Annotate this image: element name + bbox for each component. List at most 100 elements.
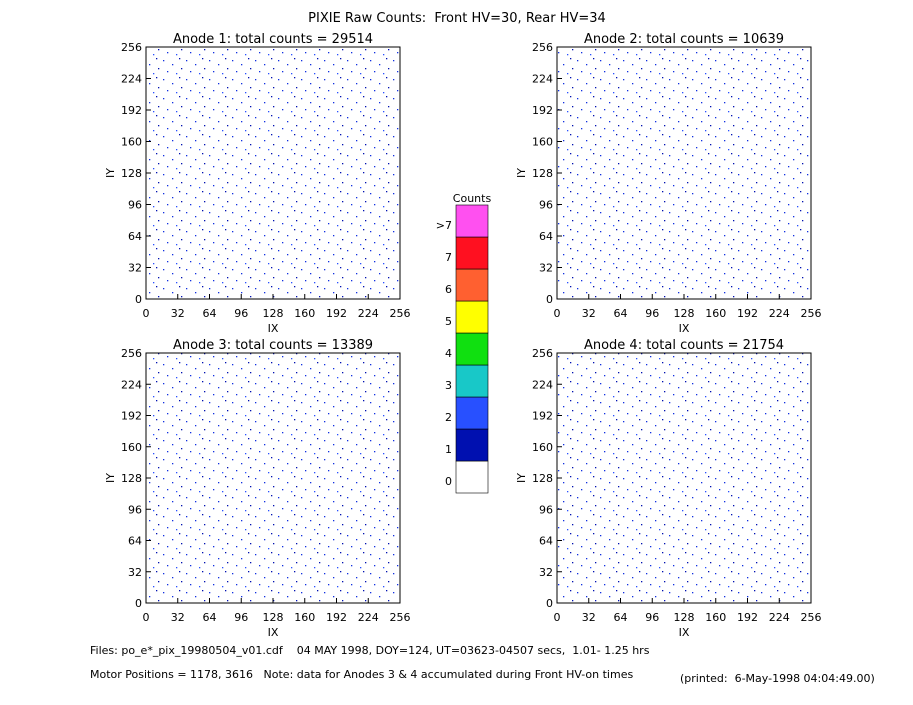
y-tick-label: 128 [121,167,142,180]
x-tick-label: 160 [705,611,726,624]
x-tick-label: 64 [203,307,217,320]
plot-texture [557,47,811,299]
y-tick-label: 64 [539,535,553,548]
y-tick-label: 160 [532,441,553,454]
panel-title: Anode 4: total counts = 21754 [584,338,784,353]
x-tick-label: 160 [294,307,315,320]
x-axis-label: IX [268,626,279,639]
colorbar-label: 7 [445,251,452,264]
x-tick-label: 32 [582,307,596,320]
colorbar-cell [455,396,489,430]
colorbar-cell [455,332,489,366]
y-tick-label: 96 [539,199,553,212]
y-tick-label: 160 [532,136,553,149]
y-tick-label: 256 [532,41,553,54]
x-tick-label: 256 [801,611,822,624]
x-tick-label: 256 [801,307,822,320]
x-axis-label: IX [679,626,690,639]
x-tick-label: 96 [645,611,659,624]
y-tick-label: 224 [532,378,553,391]
y-axis-label: IY [515,473,528,483]
y-tick-label: 32 [539,566,553,579]
x-tick-label: 160 [294,611,315,624]
panel-title: Anode 3: total counts = 13389 [173,338,373,353]
y-tick-label: 192 [532,410,553,423]
colorbar-cell [455,268,489,302]
x-tick-label: 64 [203,611,217,624]
y-tick-label: 128 [121,472,142,485]
y-tick-label: 192 [121,104,142,117]
x-tick-label: 32 [171,307,185,320]
y-tick-label: 160 [121,441,142,454]
plot-texture [146,47,400,299]
y-tick-label: 96 [128,199,142,212]
y-tick-label: 0 [135,293,142,306]
y-tick-label: 224 [532,73,553,86]
footer-motor: Motor Positions = 1178, 3616 Note: data … [90,668,633,681]
x-tick-label: 0 [554,611,561,624]
y-tick-label: 0 [546,597,553,610]
x-tick-label: 96 [234,307,248,320]
x-tick-label: 128 [263,611,284,624]
y-tick-label: 32 [539,262,553,275]
y-tick-label: 224 [121,73,142,86]
x-tick-label: 192 [326,611,347,624]
colorbar-label: 3 [445,379,452,392]
y-tick-label: 96 [539,503,553,516]
y-tick-label: 256 [121,41,142,54]
y-tick-label: 32 [128,566,142,579]
y-tick-label: 192 [532,104,553,117]
colorbar-cell [455,204,489,238]
x-tick-label: 192 [737,307,758,320]
panel-title: Anode 1: total counts = 29514 [173,32,373,47]
y-tick-label: 64 [128,230,142,243]
colorbar-cell [455,364,489,398]
x-axis-label: IX [268,322,279,335]
footer-files: Files: po_e*_pix_19980504_v01.cdf 04 MAY… [90,644,650,657]
y-tick-label: 0 [546,293,553,306]
x-tick-label: 128 [263,307,284,320]
y-tick-label: 64 [539,230,553,243]
footer-printed: (printed: 6-May-1998 04:04:49.00) [680,672,875,685]
plot-texture [146,353,400,603]
y-tick-label: 64 [128,535,142,548]
x-tick-label: 160 [705,307,726,320]
x-tick-label: 64 [614,611,628,624]
y-axis-label: IY [104,168,117,178]
y-tick-label: 32 [128,262,142,275]
y-axis-label: IY [104,473,117,483]
colorbar-label: 6 [445,283,452,296]
x-tick-label: 224 [358,307,379,320]
page-title: PIXIE Raw Counts: Front HV=30, Rear HV=3… [308,11,606,26]
x-tick-label: 96 [234,611,248,624]
x-tick-label: 128 [674,611,695,624]
x-tick-label: 0 [143,307,150,320]
x-tick-label: 0 [554,307,561,320]
x-tick-label: 64 [614,307,628,320]
x-tick-label: 224 [769,307,790,320]
y-tick-label: 0 [135,597,142,610]
x-tick-label: 32 [582,611,596,624]
y-tick-label: 96 [128,503,142,516]
panel-title: Anode 2: total counts = 10639 [584,32,784,47]
y-tick-label: 224 [121,378,142,391]
x-tick-label: 224 [769,611,790,624]
x-tick-label: 192 [737,611,758,624]
colorbar-label: 4 [445,347,452,360]
colorbar-label: 5 [445,315,452,328]
x-tick-label: 32 [171,611,185,624]
y-axis-label: IY [515,168,528,178]
y-tick-label: 128 [532,167,553,180]
colorbar-cell [455,428,489,462]
colorbar-cell [455,236,489,270]
y-tick-label: 128 [532,472,553,485]
x-tick-label: 256 [390,307,411,320]
x-tick-label: 96 [645,307,659,320]
colorbar-label: 0 [445,475,452,488]
colorbar-label: >7 [436,219,452,232]
x-tick-label: 256 [390,611,411,624]
colorbar-cell [455,460,489,494]
x-tick-label: 128 [674,307,695,320]
colorbar-label: 1 [445,443,452,456]
